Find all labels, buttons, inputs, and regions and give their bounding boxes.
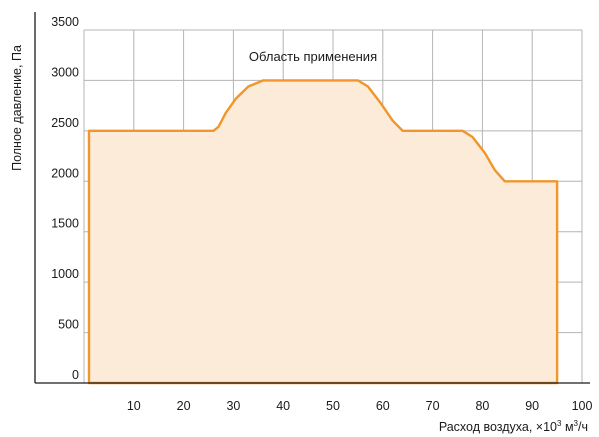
x-axis-title-tail: /ч [578, 420, 588, 434]
x-tick-label: 50 [326, 399, 340, 413]
x-tick-label: 30 [226, 399, 240, 413]
chart-series [87, 79, 559, 385]
y-tick-label: 1500 [51, 217, 79, 231]
area-fill [89, 80, 558, 384]
y-tick-label: 2500 [51, 116, 79, 130]
x-tick-label: 10 [127, 399, 141, 413]
x-tick-label: 70 [426, 399, 440, 413]
x-tick-label: 100 [572, 399, 593, 413]
x-tick-label: 60 [376, 399, 390, 413]
chart-axes [34, 12, 590, 384]
x-tick-label: 90 [525, 399, 539, 413]
y-axis-title: Полное давление, Па [10, 45, 24, 171]
area-annotation: Область применения [249, 49, 377, 64]
x-tick-label: 40 [276, 399, 290, 413]
y-tick-label: 2000 [51, 166, 79, 180]
y-tick-label: 0 [72, 368, 79, 382]
y-tick-label: 3000 [51, 65, 79, 79]
y-tick-label: 3500 [51, 15, 79, 29]
x-axis-title-exponent: 3 [557, 419, 562, 428]
x-axis-title-unit-exponent: 3 [574, 419, 579, 428]
x-tick-label: 20 [177, 399, 191, 413]
y-tick-label: 1000 [51, 267, 79, 281]
x-axis-title: Расход воздуха, ×103 м3/ч [439, 419, 588, 434]
x-tick-label: 80 [475, 399, 489, 413]
area-outline [87, 79, 559, 385]
x-axis-title-unit: м [561, 420, 573, 434]
y-tick-labels: 0 500 1000 1500 2000 2500 3000 3500 [51, 15, 79, 382]
x-axis-title-main: Расход воздуха, ×10 [439, 420, 557, 434]
y-tick-label: 500 [58, 318, 79, 332]
x-tick-labels: 10 20 30 40 50 60 70 80 90 100 [127, 399, 593, 413]
